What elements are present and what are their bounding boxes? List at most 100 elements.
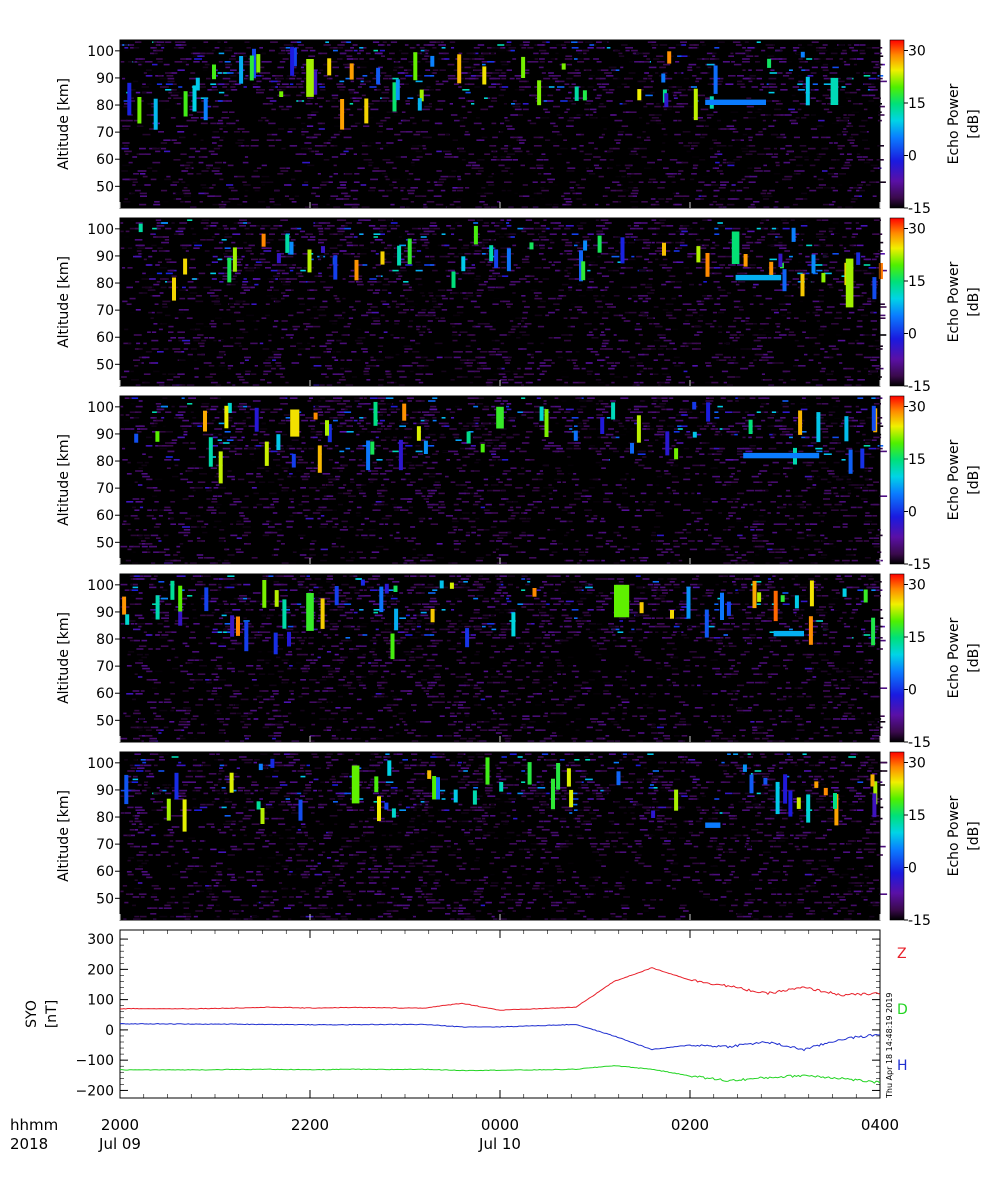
noise-cell [460, 359, 467, 361]
noise-cell [332, 67, 339, 69]
noise-cell [749, 151, 756, 153]
noise-cell [542, 41, 546, 43]
noise-cell [496, 354, 502, 356]
noise-cell [749, 181, 756, 183]
noise-cell [292, 326, 300, 328]
noise-cell [761, 193, 766, 195]
noise-cell [659, 67, 666, 69]
noise-cell [147, 83, 152, 85]
noise-cell [238, 139, 245, 141]
noise-cell [204, 228, 209, 230]
noise-cell [568, 289, 572, 291]
noise-cell [404, 345, 412, 347]
noise-cell [683, 95, 688, 97]
noise-cell [201, 184, 207, 186]
noise-cell [527, 47, 533, 49]
noise-cell [152, 312, 155, 314]
noise-cell [742, 245, 750, 247]
noise-cell [808, 75, 814, 77]
noise-cell [728, 326, 736, 328]
noise-cell [596, 41, 602, 43]
noise-cell [203, 287, 211, 289]
noise-cell [677, 103, 683, 105]
noise-cell [341, 359, 345, 361]
noise-cell [590, 109, 597, 111]
noise-cell [858, 159, 865, 161]
noise-cell [225, 233, 229, 235]
noise-cell [730, 334, 737, 336]
noise-cell [179, 298, 185, 300]
noise-cell [722, 371, 728, 373]
noise-cell [260, 379, 265, 381]
noise-cell [642, 156, 647, 158]
noise-cell [202, 61, 208, 63]
noise-cell [466, 292, 473, 294]
noise-cell [693, 165, 698, 167]
noise-cell [147, 331, 151, 333]
noise-cell [267, 139, 275, 141]
noise-cell [649, 278, 653, 280]
noise-cell [325, 137, 329, 139]
noise-cell [639, 81, 646, 83]
noise-cell [730, 190, 735, 192]
noise-cell [171, 139, 176, 141]
noise-cell [733, 120, 737, 122]
noise-cell [859, 306, 865, 308]
noise-cell [498, 373, 506, 375]
noise-cell [468, 162, 476, 164]
noise-cell [516, 78, 521, 80]
noise-cell [250, 225, 256, 227]
noise-cell [643, 242, 651, 244]
noise-cell [528, 362, 535, 364]
noise-cell [244, 242, 247, 244]
noise-cell [457, 176, 461, 178]
noise-cell [630, 184, 638, 186]
noise-cell [194, 245, 202, 247]
noise-cell [791, 111, 798, 113]
noise-cell [571, 303, 577, 305]
echo-streak [598, 236, 602, 253]
noise-cell [562, 47, 567, 49]
noise-cell [393, 256, 397, 258]
noise-cell [122, 267, 125, 269]
noise-cell [614, 50, 620, 52]
noise-cell [560, 253, 563, 255]
noise-cell [287, 75, 290, 77]
noise-cell [735, 53, 743, 55]
noise-cell [193, 242, 198, 244]
noise-cell [219, 61, 223, 63]
echo-streak [239, 56, 243, 84]
noise-cell [245, 145, 249, 147]
noise-cell [319, 128, 325, 130]
noise-cell [576, 193, 582, 195]
noise-cell [869, 267, 876, 269]
noise-cell [747, 167, 752, 169]
noise-cell [608, 247, 614, 249]
noise-cell [374, 236, 379, 238]
noise-cell [735, 348, 738, 350]
noise-cell [737, 264, 744, 266]
noise-cell [172, 348, 180, 350]
noise-cell [196, 323, 204, 325]
noise-cell [589, 281, 594, 283]
noise-cell [415, 379, 420, 381]
noise-cell [865, 44, 869, 46]
noise-cell [373, 320, 380, 322]
noise-cell [595, 301, 603, 303]
noise-cell [791, 379, 796, 381]
noise-cell [225, 67, 230, 69]
noise-cell [206, 165, 213, 167]
noise-cell [818, 295, 824, 297]
noise-cell [680, 179, 685, 181]
noise-cell [380, 148, 383, 150]
noise-cell [643, 106, 647, 108]
noise-cell [482, 137, 488, 139]
noise-cell [269, 233, 275, 235]
noise-cell [656, 103, 660, 105]
noise-cell [458, 86, 462, 88]
echo-streak [183, 259, 187, 275]
noise-cell [660, 47, 666, 49]
noise-cell [723, 247, 730, 249]
noise-cell [188, 298, 196, 300]
noise-cell [698, 320, 703, 322]
